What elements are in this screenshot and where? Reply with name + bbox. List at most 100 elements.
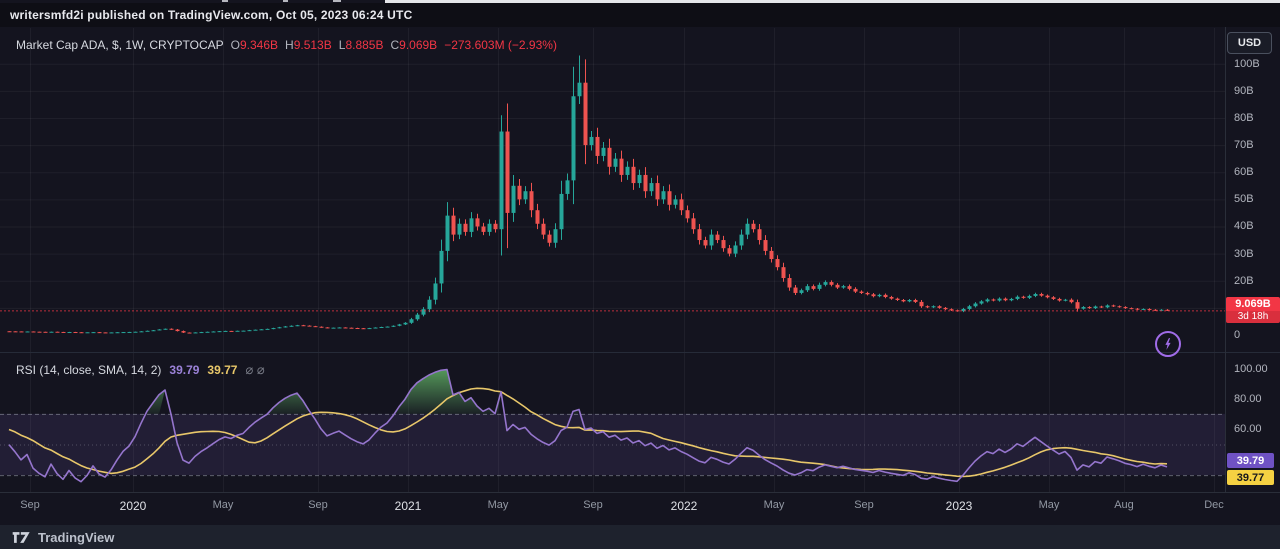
candle-body [319,326,324,328]
candle-body [379,326,384,328]
candle-body [493,223,498,230]
candle-body [241,330,246,332]
footer-brand[interactable]: TradingView [38,529,115,545]
candle-body [1117,306,1122,308]
candle-body [1009,298,1014,301]
boost-button[interactable] [1155,331,1181,357]
symbol-title[interactable]: Market Cap ADA, $, 1W, CRYPTOCAP [16,38,224,52]
candle-body [829,282,834,285]
candle-body [505,131,510,213]
candle-body [697,229,702,241]
candle-body [25,331,30,333]
candle-body [439,250,444,284]
candle-body [709,234,714,246]
rsi-ma-badge: 39.77 [1227,470,1274,485]
candle-body [517,185,522,200]
candle-body [1159,309,1164,311]
candle-body [943,307,948,310]
candle-body [331,327,336,329]
candle-body [55,331,60,333]
candle-body [745,223,750,235]
candle-body [805,286,810,291]
candle-body [1087,307,1092,309]
price-tick: 50B [1234,193,1254,206]
candle-body [1129,308,1134,310]
price-tick: 80B [1234,111,1254,124]
candle-body [757,229,762,241]
ohlc-key: L [338,38,346,52]
time-tick: Aug [1114,499,1134,511]
candle-body [373,327,378,329]
currency-button[interactable]: USD [1227,32,1272,54]
cropped-page-edge [385,0,1280,3]
candle-body [877,294,882,297]
rsi-source-icons: ⌀ ⌀ [245,362,265,377]
candle-body [337,327,342,329]
candle-body [343,327,348,329]
candle-body [727,248,732,254]
ohlc-value: 9.346B [239,38,279,52]
cropped-text-fragment [333,0,341,2]
bar-countdown: 3d 18h [1226,311,1280,323]
lightning-icon [1165,338,1171,350]
candle-body [721,240,726,249]
time-tick-year: 2023 [945,499,973,513]
candle-body [1039,294,1044,296]
candle-body [799,290,804,293]
tradingview-logo[interactable] [12,531,31,544]
candle-body [883,294,888,298]
candle-body [7,331,12,333]
candle-body [229,330,234,332]
candle-body [871,294,876,297]
candle-body [235,330,240,332]
candle-body [985,299,990,302]
rsi-tick: 60.00 [1234,423,1262,436]
candle-body [853,288,858,292]
candle-body [1081,307,1086,309]
ohlc-value: 8.885B [345,38,384,52]
candle-body [1099,306,1104,308]
rsi-line [8,368,1168,483]
rsi-title[interactable]: RSI (14, close, SMA, 14, 2) [16,363,162,377]
candle-body [103,332,108,334]
candle-body [649,183,654,192]
attribution-bar: writersmfd2i published on TradingView.co… [0,3,1280,27]
candle-body [835,284,840,288]
candle-body [445,215,450,251]
candle-body [115,332,120,334]
candle-body [1015,296,1020,299]
candle-body [589,136,594,146]
candle-body [1021,296,1026,298]
candle-body [661,191,666,200]
candle-body [91,332,96,334]
candle-body [667,191,672,205]
candle-body [109,332,114,334]
candle-body [79,332,84,334]
candle-body [499,131,504,230]
candle-body [427,299,432,310]
candle-body [577,82,582,97]
candle-body [157,329,162,331]
candle-body [205,331,210,333]
candle-body [193,332,198,334]
candle-body [601,147,606,156]
candle-body [259,329,264,331]
candle-body [781,267,786,279]
candle-body [997,298,1002,301]
time-tick: Sep [854,499,874,511]
candle-body [643,174,648,192]
candle-body [607,147,612,167]
candle-body [619,158,624,175]
candle-body [1045,295,1050,298]
candle-body [541,223,546,235]
price-chart-pane[interactable] [0,27,1225,353]
candle-body [1051,297,1056,299]
rsi-overbought-fill [267,393,309,414]
candle-body [559,193,564,230]
candle-body [49,331,54,333]
candle-body [775,259,780,268]
candle-body [961,308,966,312]
candle-body [1135,308,1140,310]
candle-body [625,166,630,175]
candle-body [763,240,768,251]
